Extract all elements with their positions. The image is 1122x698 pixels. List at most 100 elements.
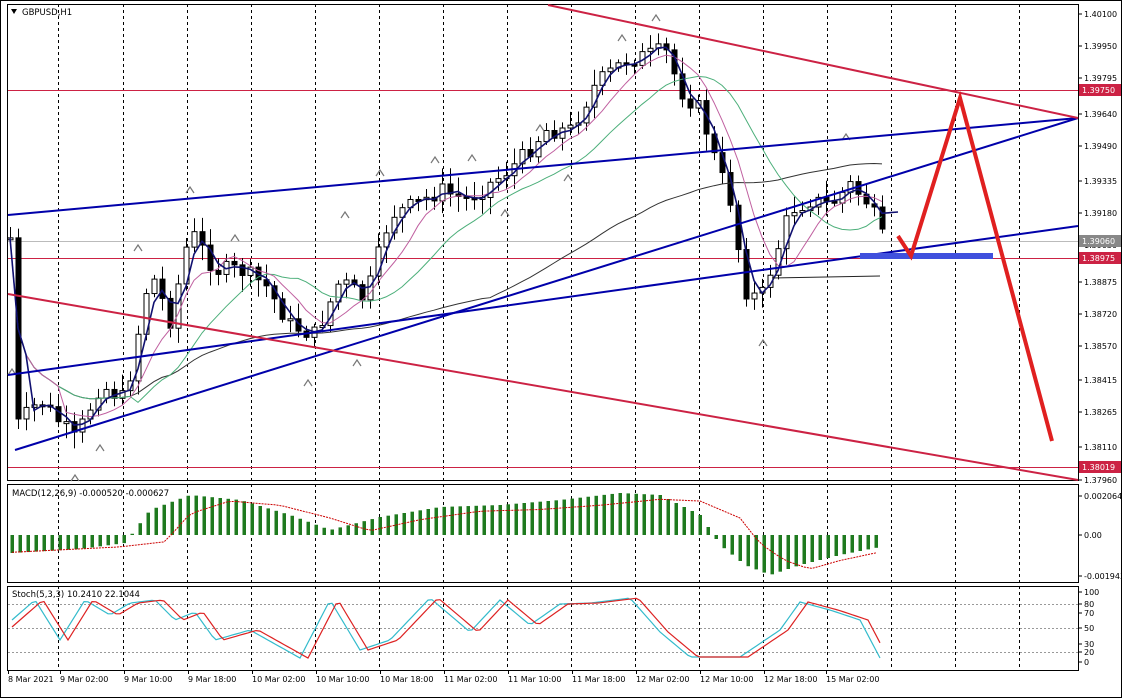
candle[interactable]: [151, 274, 158, 298]
candle[interactable]: [207, 229, 214, 286]
candle[interactable]: [119, 374, 126, 405]
candle[interactable]: [479, 185, 486, 214]
fractal-arrow-icon: [375, 168, 385, 177]
candle[interactable]: [343, 272, 350, 299]
candle-body: [599, 71, 606, 86]
candle[interactable]: [79, 410, 86, 443]
candle[interactable]: [311, 323, 318, 348]
macd-bar: [506, 504, 510, 535]
time-label: 10 Mar 10:00: [316, 675, 369, 684]
macd-bar: [106, 535, 110, 546]
macd-axis-label: 0.00: [1084, 531, 1102, 540]
macd-bar: [842, 535, 846, 555]
candle[interactable]: [679, 57, 686, 108]
macd-bar: [218, 498, 222, 535]
candle[interactable]: [703, 89, 710, 151]
candle[interactable]: [351, 274, 358, 288]
candle[interactable]: [255, 262, 262, 297]
fractal-arrow-icon: [535, 123, 545, 132]
macd-bar: [826, 535, 830, 558]
macd-bar: [818, 535, 822, 560]
macd-bar: [698, 515, 702, 535]
dropdown-triangle-icon[interactable]: [11, 9, 17, 14]
stoch-axis-label: 20: [1084, 648, 1094, 657]
candle[interactable]: [559, 122, 566, 151]
time-label: 10 Mar 02:00: [252, 675, 305, 684]
candle[interactable]: [615, 59, 622, 72]
time-label: 9 Mar 02:00: [60, 675, 108, 684]
candle-body: [151, 278, 158, 295]
stoch-label: Stoch(5,3,3) 10.2410 22.1044: [12, 590, 140, 600]
price-candles: [7, 33, 886, 449]
macd-bar: [426, 509, 430, 535]
candle[interactable]: [199, 217, 206, 261]
candle[interactable]: [567, 111, 574, 136]
candle[interactable]: [503, 161, 510, 189]
candle[interactable]: [47, 392, 54, 412]
fractal-arrow-icon: [7, 367, 17, 376]
candle[interactable]: [63, 405, 70, 439]
candle[interactable]: [607, 59, 614, 82]
candle[interactable]: [591, 69, 598, 119]
macd-bar: [338, 527, 342, 535]
candle[interactable]: [599, 66, 606, 96]
macd-bar: [234, 499, 238, 535]
candle[interactable]: [671, 43, 678, 86]
candle-body: [55, 406, 62, 423]
macd-bar: [690, 511, 694, 535]
candle[interactable]: [23, 392, 30, 431]
candle[interactable]: [655, 33, 662, 56]
stoch-axis-label: 80: [1084, 600, 1094, 609]
fractal-arrow-icon: [651, 13, 661, 22]
macd-bar: [34, 535, 38, 552]
candle[interactable]: [375, 233, 382, 286]
time-label: 11 Mar 02:00: [444, 675, 497, 684]
macd-bar: [474, 505, 478, 535]
candle[interactable]: [455, 177, 462, 212]
fractal-arrow-icon: [230, 233, 240, 242]
macd-bar: [306, 521, 310, 535]
candle[interactable]: [463, 186, 470, 211]
candle-body: [343, 279, 350, 285]
moving-average-long: [9, 162, 883, 400]
macd-bar: [186, 495, 190, 535]
candle[interactable]: [791, 196, 798, 226]
blue-trendline-upper: [7, 117, 1079, 216]
candle[interactable]: [631, 59, 638, 75]
fractal-arrow-icon: [185, 185, 195, 194]
candle[interactable]: [159, 266, 166, 311]
candle[interactable]: [239, 258, 246, 292]
macd-bar: [578, 497, 582, 535]
candle[interactable]: [543, 123, 550, 145]
macd-label: MACD(12,26,9) -0.000520 -0.000627: [12, 489, 169, 499]
macd-bar: [258, 506, 262, 535]
macd-bar: [618, 493, 622, 535]
candle[interactable]: [687, 84, 694, 117]
macd-bar: [522, 503, 526, 535]
macd-bar: [370, 519, 374, 535]
candle[interactable]: [751, 282, 758, 310]
candle[interactable]: [383, 225, 390, 263]
macd-bar: [458, 506, 462, 535]
candle[interactable]: [823, 180, 830, 216]
macd-bar: [730, 535, 734, 555]
price-tag-bg: [1079, 84, 1121, 96]
candle[interactable]: [287, 305, 294, 333]
price-tag-grey: 1.39060: [1079, 235, 1121, 247]
macd-bar: [410, 511, 414, 535]
candle[interactable]: [39, 400, 46, 416]
price-tag-label: 1.39060: [1082, 237, 1115, 246]
candle-body: [543, 129, 550, 143]
candle[interactable]: [279, 292, 286, 323]
candle[interactable]: [783, 207, 790, 265]
macd-bar: [26, 535, 30, 553]
macd-axis-label: 0.002064: [1084, 492, 1122, 501]
fractal-arrow-icon: [563, 173, 573, 182]
candle[interactable]: [191, 218, 198, 252]
price-label: 1.38570: [1084, 342, 1117, 351]
candle-body: [791, 212, 798, 217]
candle[interactable]: [359, 280, 366, 309]
macd-bar: [450, 506, 454, 535]
price-tag-bg: [1079, 461, 1121, 473]
